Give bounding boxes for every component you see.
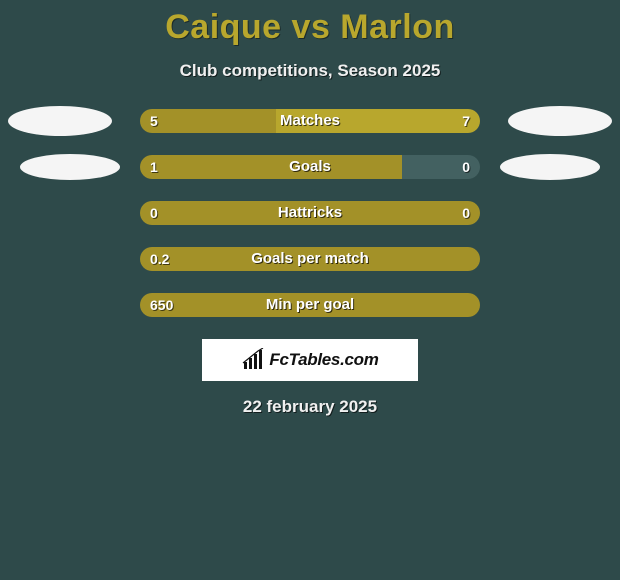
stat-value-right: 7 — [462, 109, 470, 133]
stat-value-left: 5 — [150, 109, 158, 133]
bar-track — [140, 247, 480, 271]
bar-track — [140, 293, 480, 317]
bar-track — [140, 201, 480, 225]
avatar-right-icon — [500, 154, 600, 180]
chart-container: Caique vs Marlon Club competitions, Seas… — [0, 0, 620, 580]
bar-segment-full — [140, 247, 480, 271]
avatar-left-icon — [8, 106, 112, 136]
subtitle: Club competitions, Season 2025 — [0, 61, 620, 81]
avatar-left-icon — [20, 154, 120, 180]
bar-segment-full — [140, 201, 480, 225]
stat-row-hattricks: 0 Hattricks 0 — [0, 201, 620, 225]
page-title: Caique vs Marlon — [0, 0, 620, 47]
stat-row-min-per-goal: 650 Min per goal — [0, 293, 620, 317]
stat-value-right: 0 — [462, 201, 470, 225]
bar-track — [140, 109, 480, 133]
logo-text: FcTables.com — [269, 350, 378, 370]
bar-segment-left — [140, 109, 276, 133]
bar-chart-icon — [241, 348, 265, 372]
date-label: 22 february 2025 — [0, 397, 620, 417]
chart-area: 5 Matches 7 1 Goals 0 0 Hattricks 0 — [0, 109, 620, 317]
stat-row-matches: 5 Matches 7 — [0, 109, 620, 133]
stat-row-goals: 1 Goals 0 — [0, 155, 620, 179]
stat-value-right: 0 — [462, 155, 470, 179]
logo-box: FcTables.com — [202, 339, 418, 381]
bar-segment-full — [140, 293, 480, 317]
avatar-right-icon — [508, 106, 612, 136]
bar-track — [140, 155, 480, 179]
bar-segment-right — [276, 109, 480, 133]
bar-segment-left — [140, 155, 402, 179]
stat-value-left: 1 — [150, 155, 158, 179]
stat-value-left: 0 — [150, 201, 158, 225]
stat-value-left: 0.2 — [150, 247, 169, 271]
stat-value-left: 650 — [150, 293, 173, 317]
stat-row-goals-per-match: 0.2 Goals per match — [0, 247, 620, 271]
